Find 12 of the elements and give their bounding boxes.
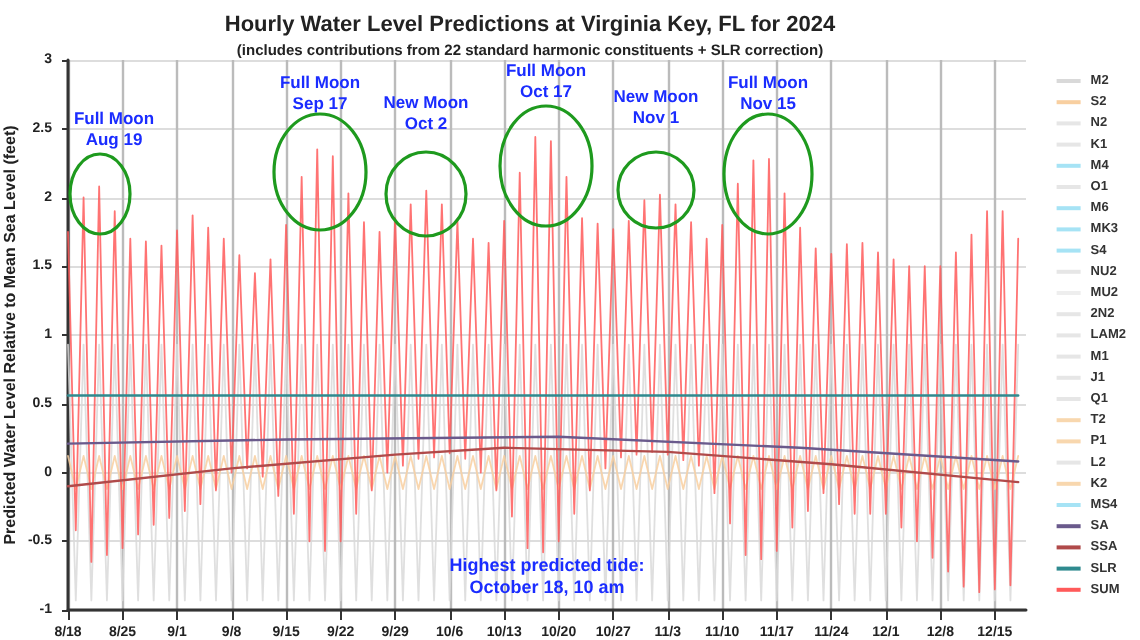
chart-title: Hourly Water Level Predictions at Virginia Key, FL for 2024 <box>224 13 837 37</box>
line-series <box>66 435 1020 463</box>
annotation: Full Moon Aug 19 <box>73 107 155 149</box>
line-series <box>67 136 1020 594</box>
annotation: Full Moon Sep 17 <box>279 71 361 113</box>
line-series <box>66 446 1020 488</box>
annotation: Highest predicted tide: October 18, 10 am <box>449 555 645 597</box>
annotation: Full Moon Oct 17 <box>505 59 587 101</box>
annotation: Full Moon Nov 15 <box>727 71 809 113</box>
annotation: New Moon Oct 2 <box>383 91 469 133</box>
y-axis-title: Predicted Water Level Relative to Mean Sea Level (feet) <box>1 124 19 545</box>
annotation: New Moon Nov 1 <box>613 85 699 127</box>
